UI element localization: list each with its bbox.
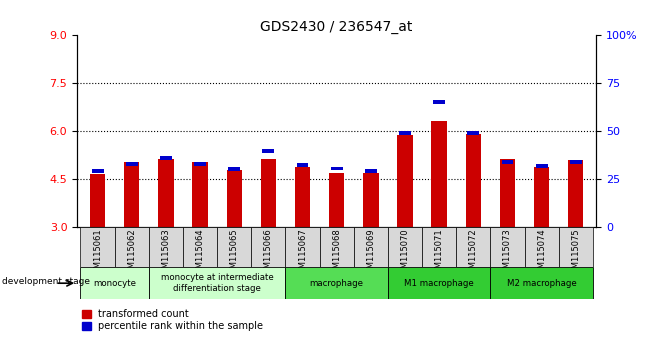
Bar (500, 159, 515, 227)
Text: M2 macrophage: M2 macrophage (507, 279, 576, 288)
Bar (363, 173, 379, 227)
FancyBboxPatch shape (422, 227, 456, 267)
Bar (228, 167, 240, 171)
FancyBboxPatch shape (80, 227, 115, 267)
Bar (331, 167, 342, 171)
FancyBboxPatch shape (183, 227, 217, 267)
Text: GSM115064: GSM115064 (196, 228, 204, 279)
Text: development stage: development stage (1, 277, 90, 286)
FancyBboxPatch shape (490, 267, 593, 299)
FancyBboxPatch shape (217, 227, 251, 267)
FancyBboxPatch shape (525, 227, 559, 267)
Bar (502, 160, 513, 164)
Text: GSM115067: GSM115067 (298, 228, 307, 279)
Bar (468, 131, 479, 135)
Text: monocyte: monocyte (93, 279, 136, 288)
Bar (297, 164, 308, 167)
Text: GSM115072: GSM115072 (469, 228, 478, 279)
Bar (399, 131, 411, 135)
Text: GSM115068: GSM115068 (332, 228, 341, 279)
Text: M1 macrophage: M1 macrophage (404, 279, 474, 288)
Bar (568, 160, 584, 227)
Bar (90, 174, 105, 227)
FancyBboxPatch shape (354, 227, 388, 267)
Text: GSM115074: GSM115074 (537, 228, 546, 279)
Bar (295, 167, 310, 227)
FancyBboxPatch shape (388, 227, 422, 267)
Bar (158, 159, 174, 227)
Bar (466, 133, 481, 227)
Bar (365, 169, 377, 173)
FancyBboxPatch shape (149, 267, 285, 299)
Bar (534, 167, 549, 227)
Bar (329, 173, 344, 227)
Text: GSM115069: GSM115069 (366, 228, 375, 279)
Text: macrophage: macrophage (310, 279, 364, 288)
Title: GDS2430 / 236547_at: GDS2430 / 236547_at (261, 21, 413, 34)
FancyBboxPatch shape (149, 227, 183, 267)
Bar (126, 162, 138, 166)
Text: GSM115070: GSM115070 (401, 228, 409, 279)
Text: GSM115061: GSM115061 (93, 228, 102, 279)
FancyBboxPatch shape (388, 267, 490, 299)
FancyBboxPatch shape (80, 267, 149, 299)
Text: GSM115065: GSM115065 (230, 228, 239, 279)
Text: GSM115066: GSM115066 (264, 228, 273, 279)
Bar (160, 156, 172, 160)
Bar (397, 135, 413, 227)
Bar (194, 162, 206, 166)
Bar (431, 121, 447, 227)
FancyBboxPatch shape (456, 227, 490, 267)
FancyBboxPatch shape (285, 227, 320, 267)
Bar (261, 159, 276, 227)
Bar (192, 162, 208, 227)
Bar (433, 100, 445, 104)
Bar (124, 162, 139, 227)
Text: monocyte at intermediate
differentiation stage: monocyte at intermediate differentiation… (161, 274, 273, 293)
Bar (263, 149, 274, 153)
Text: GSM115071: GSM115071 (435, 228, 444, 279)
Legend: transformed count, percentile rank within the sample: transformed count, percentile rank withi… (82, 309, 263, 331)
FancyBboxPatch shape (320, 227, 354, 267)
Text: GSM115075: GSM115075 (572, 228, 580, 279)
FancyBboxPatch shape (115, 227, 149, 267)
Text: GSM115063: GSM115063 (161, 228, 170, 279)
Text: GSM115073: GSM115073 (503, 228, 512, 279)
Bar (535, 164, 547, 168)
FancyBboxPatch shape (559, 227, 593, 267)
FancyBboxPatch shape (490, 227, 525, 267)
Bar (570, 160, 582, 164)
Bar (92, 169, 104, 173)
FancyBboxPatch shape (251, 227, 285, 267)
FancyBboxPatch shape (285, 267, 388, 299)
Bar (226, 170, 242, 227)
Text: GSM115062: GSM115062 (127, 228, 136, 279)
